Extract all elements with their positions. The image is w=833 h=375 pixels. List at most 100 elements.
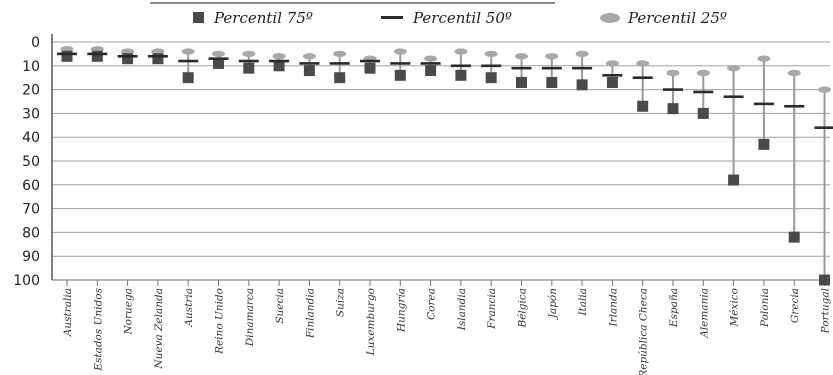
p75-point-15 — [516, 76, 527, 88]
x-tick-label-20: España — [668, 288, 680, 328]
p75-point-12 — [425, 65, 437, 77]
p75-point-25 — [819, 274, 830, 286]
p25-point-24 — [787, 69, 801, 77]
p25-point-13 — [454, 48, 468, 55]
x-tick-label-2: Noruega — [123, 288, 135, 336]
p50-point-20 — [663, 88, 683, 91]
y-tick-label-30: 30 — [22, 106, 40, 122]
x-tick-label-8: Finlandia — [304, 288, 316, 339]
y-tick-label-70: 70 — [22, 202, 40, 218]
p75-point-7 — [273, 60, 285, 72]
p25-point-19 — [636, 60, 650, 67]
plot-area — [57, 45, 833, 286]
y-axis: 0 10 20 30 40 50 60 70 80 90 100 — [13, 35, 40, 289]
p75-point-22 — [728, 174, 740, 186]
p75-point-3 — [152, 53, 164, 65]
y-tick-label-0: 0 — [31, 35, 40, 51]
p50-point-18 — [602, 74, 623, 77]
x-tick-label-6: Dinamarca — [244, 288, 256, 347]
p75-point-11 — [394, 69, 406, 81]
p50-point-2 — [117, 54, 138, 58]
p50-point-10 — [360, 59, 380, 63]
x-tick-label-5: Reino Unido — [214, 288, 226, 355]
p25-point-8 — [302, 53, 316, 60]
y-tick-label-50: 50 — [22, 154, 40, 170]
x-tick-label-3: Nueva Zelanda — [153, 288, 165, 370]
p75-point-10 — [364, 62, 376, 74]
p50-point-15 — [511, 66, 532, 70]
p50-point-6 — [238, 59, 259, 63]
x-tick-label-11: Hungría — [395, 288, 407, 333]
x-tick-label-23: Polonia — [759, 288, 771, 328]
x-tick-label-18: Irlanda — [607, 288, 619, 328]
x-tick-label-22: México — [729, 288, 741, 327]
x-tick-label-21: Alemania — [698, 288, 710, 339]
y-tick-label-20: 20 — [22, 83, 40, 99]
p25-point-18 — [605, 60, 619, 67]
p75-point-2 — [122, 53, 134, 65]
p50-point-5 — [208, 57, 229, 60]
p50-point-9 — [329, 62, 350, 65]
legend-p25-label: Percentil 25º — [627, 9, 727, 27]
x-tick-label-15: Bélgica — [517, 288, 529, 329]
p50-point-16 — [541, 66, 562, 70]
p50-point-4 — [178, 59, 199, 63]
x-tick-label-1: Estados Unidos — [92, 287, 104, 371]
p25-point-3 — [151, 48, 165, 55]
legend-p75-label: Percentil 75º — [213, 9, 313, 27]
p50-point-0 — [57, 52, 77, 56]
p75-point-19 — [637, 100, 649, 112]
y-tick-label-100: 100 — [13, 273, 40, 289]
x-tick-label-7: Suecia — [274, 288, 286, 324]
y-tick-label-80: 80 — [22, 225, 40, 241]
p75-point-24 — [788, 231, 800, 243]
p25-point-20 — [666, 69, 680, 77]
x-tick-label-19: República Checa — [638, 288, 650, 375]
p25-point-12 — [424, 55, 438, 62]
p75-point-16 — [546, 76, 558, 88]
legend-p25-marker — [600, 13, 620, 23]
p50-point-24 — [784, 104, 805, 108]
x-tick-label-4: Austria — [183, 288, 195, 328]
p75-point-8 — [303, 65, 315, 77]
p75-point-13 — [455, 69, 467, 81]
x-axis: Australia Estados Unidos Noruega Nueva Zela… — [62, 280, 832, 375]
p75-point-4 — [182, 72, 194, 84]
p25-point-25 — [818, 86, 831, 93]
y-tick-label-60: 60 — [22, 178, 40, 194]
p50-point-1 — [87, 52, 108, 56]
grid — [51, 2, 830, 281]
p75-point-23 — [758, 138, 770, 150]
p25-point-4 — [181, 48, 195, 55]
y-tick-label-90: 90 — [22, 249, 40, 265]
p25-point-1 — [90, 45, 104, 53]
x-tick-label-0: Australia — [62, 288, 74, 337]
x-tick-label-17: Italia — [577, 288, 589, 317]
p75-point-17 — [576, 79, 588, 91]
legend: Percentil 75º Percentil 50º Percentil 25… — [193, 9, 727, 27]
p75-point-5 — [213, 57, 224, 69]
p75-point-1 — [91, 50, 103, 62]
p75-point-14 — [485, 72, 497, 84]
p50-point-7 — [269, 59, 290, 63]
p25-point-15 — [515, 53, 528, 60]
p50-point-14 — [481, 64, 502, 68]
p50-point-12 — [420, 62, 441, 65]
p25-point-11 — [393, 48, 407, 55]
p25-point-6 — [242, 50, 256, 58]
p25-point-5 — [212, 50, 225, 58]
x-tick-label-24: Grecia — [789, 288, 801, 323]
x-tick-label-16: Japón — [547, 288, 559, 321]
p50-point-11 — [390, 62, 411, 65]
p50-point-25 — [814, 126, 833, 129]
p25-point-2 — [121, 48, 135, 55]
legend-p75-marker — [193, 12, 204, 23]
legend-p50-marker — [381, 16, 403, 19]
p75-point-6 — [243, 62, 255, 74]
x-tick-label-13: Islandia — [456, 288, 468, 331]
y-tick-label-10: 10 — [22, 59, 40, 75]
p25-point-7 — [272, 53, 286, 60]
p25-point-21 — [696, 69, 710, 77]
p25-point-17 — [575, 50, 589, 58]
